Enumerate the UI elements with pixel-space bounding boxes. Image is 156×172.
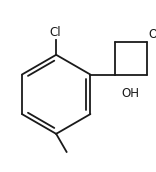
Text: Cl: Cl bbox=[49, 26, 61, 39]
Text: O: O bbox=[148, 28, 156, 41]
Text: OH: OH bbox=[122, 87, 140, 100]
